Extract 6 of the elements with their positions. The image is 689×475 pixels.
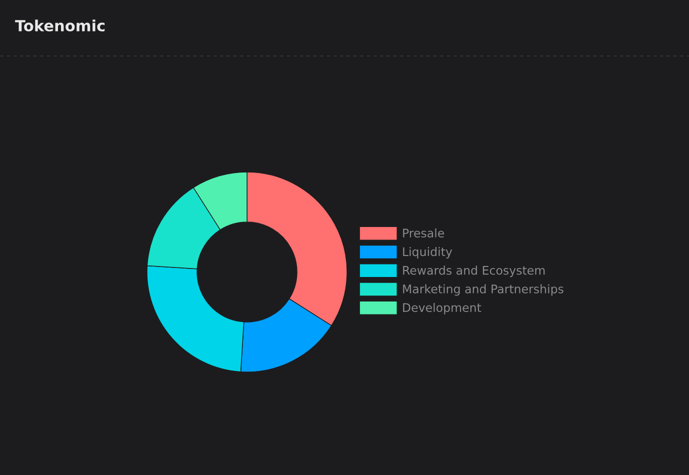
legend-label: Marketing and Partnerships	[403, 284, 564, 296]
legend-label: Presale	[403, 228, 444, 238]
legend-label: Development	[403, 302, 482, 314]
chart-title: Tokenomic	[15, 20, 105, 32]
legend-label: Liquidity	[403, 247, 452, 258]
legend-label: Rewards and Ecosystem	[403, 266, 545, 278]
